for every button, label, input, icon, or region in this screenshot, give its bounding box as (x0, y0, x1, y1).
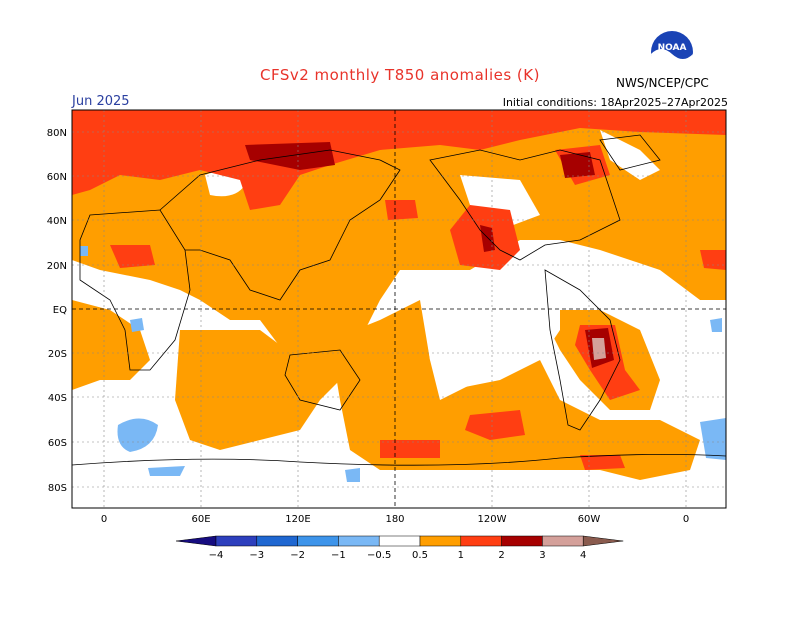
lon-label: 0 (101, 514, 107, 525)
map-title: CFSv2 monthly T850 anomalies (K) (260, 66, 540, 84)
lon-label: 0 (683, 514, 689, 525)
colorbar-label: 2 (498, 550, 504, 561)
anomaly-field (72, 110, 726, 508)
colorbar-label: 0.5 (412, 550, 428, 561)
colorbar-segment (460, 535, 502, 547)
lon-label: 60E (191, 514, 210, 525)
initial-conditions: Initial conditions: 18Apr2025–27Apr2025 (502, 96, 728, 109)
latitude-labels: 80N 60N 40N 20N EQ 20S 40S 60S 80S (47, 128, 67, 494)
colorbar-arrow-high (582, 535, 624, 547)
lat-label: EQ (53, 305, 67, 316)
colorbar-label: −1 (331, 550, 346, 561)
forecast-month: Jun 2025 (72, 94, 130, 109)
lat-label: 20S (48, 349, 67, 360)
colorbar-segment (297, 535, 339, 547)
lat-label: 40S (48, 393, 67, 404)
lat-label: 20N (47, 261, 67, 272)
organization-label: NWS/NCEP/CPC (616, 76, 709, 90)
noaa-logo: NOAA (650, 30, 694, 75)
colorbar-segment (542, 535, 584, 547)
colorbar-segment (256, 535, 298, 547)
colorbar-label: 1 (458, 550, 464, 561)
lat-label: 80N (47, 128, 67, 139)
colorbar-label: 4 (580, 550, 586, 561)
colorbar-segment (419, 535, 462, 547)
logo-text: NOAA (658, 43, 687, 53)
colorbar-segment (501, 535, 543, 547)
lat-label: 60S (48, 438, 67, 449)
colorbar-segment (338, 535, 380, 547)
lon-label: 120E (285, 514, 310, 525)
coastlines (72, 134, 726, 466)
colorbar-segment (215, 535, 258, 547)
colorbar-arrow-low (175, 535, 217, 547)
colorbar-label: 3 (539, 550, 545, 561)
colorbar-label: −2 (290, 550, 305, 561)
colorbar-label: −4 (209, 550, 224, 561)
lat-label: 80S (48, 483, 67, 494)
longitude-labels: 0 60E 120E 180 120W 60W 0 (101, 514, 689, 525)
map-frame (71, 109, 727, 509)
colorbar: −4 −3 −2 −1 −0.5 0.5 1 2 3 4 (175, 535, 624, 561)
lat-label: 40N (47, 216, 67, 227)
lon-label: 60W (578, 514, 601, 525)
colorbar-label: −0.5 (367, 550, 391, 561)
colorbar-label: −3 (249, 550, 264, 561)
lat-label: 60N (47, 172, 67, 183)
colorbar-segment (378, 535, 421, 547)
lon-label: 120W (478, 514, 507, 525)
graticule (72, 110, 726, 508)
lon-label: 180 (385, 514, 404, 525)
